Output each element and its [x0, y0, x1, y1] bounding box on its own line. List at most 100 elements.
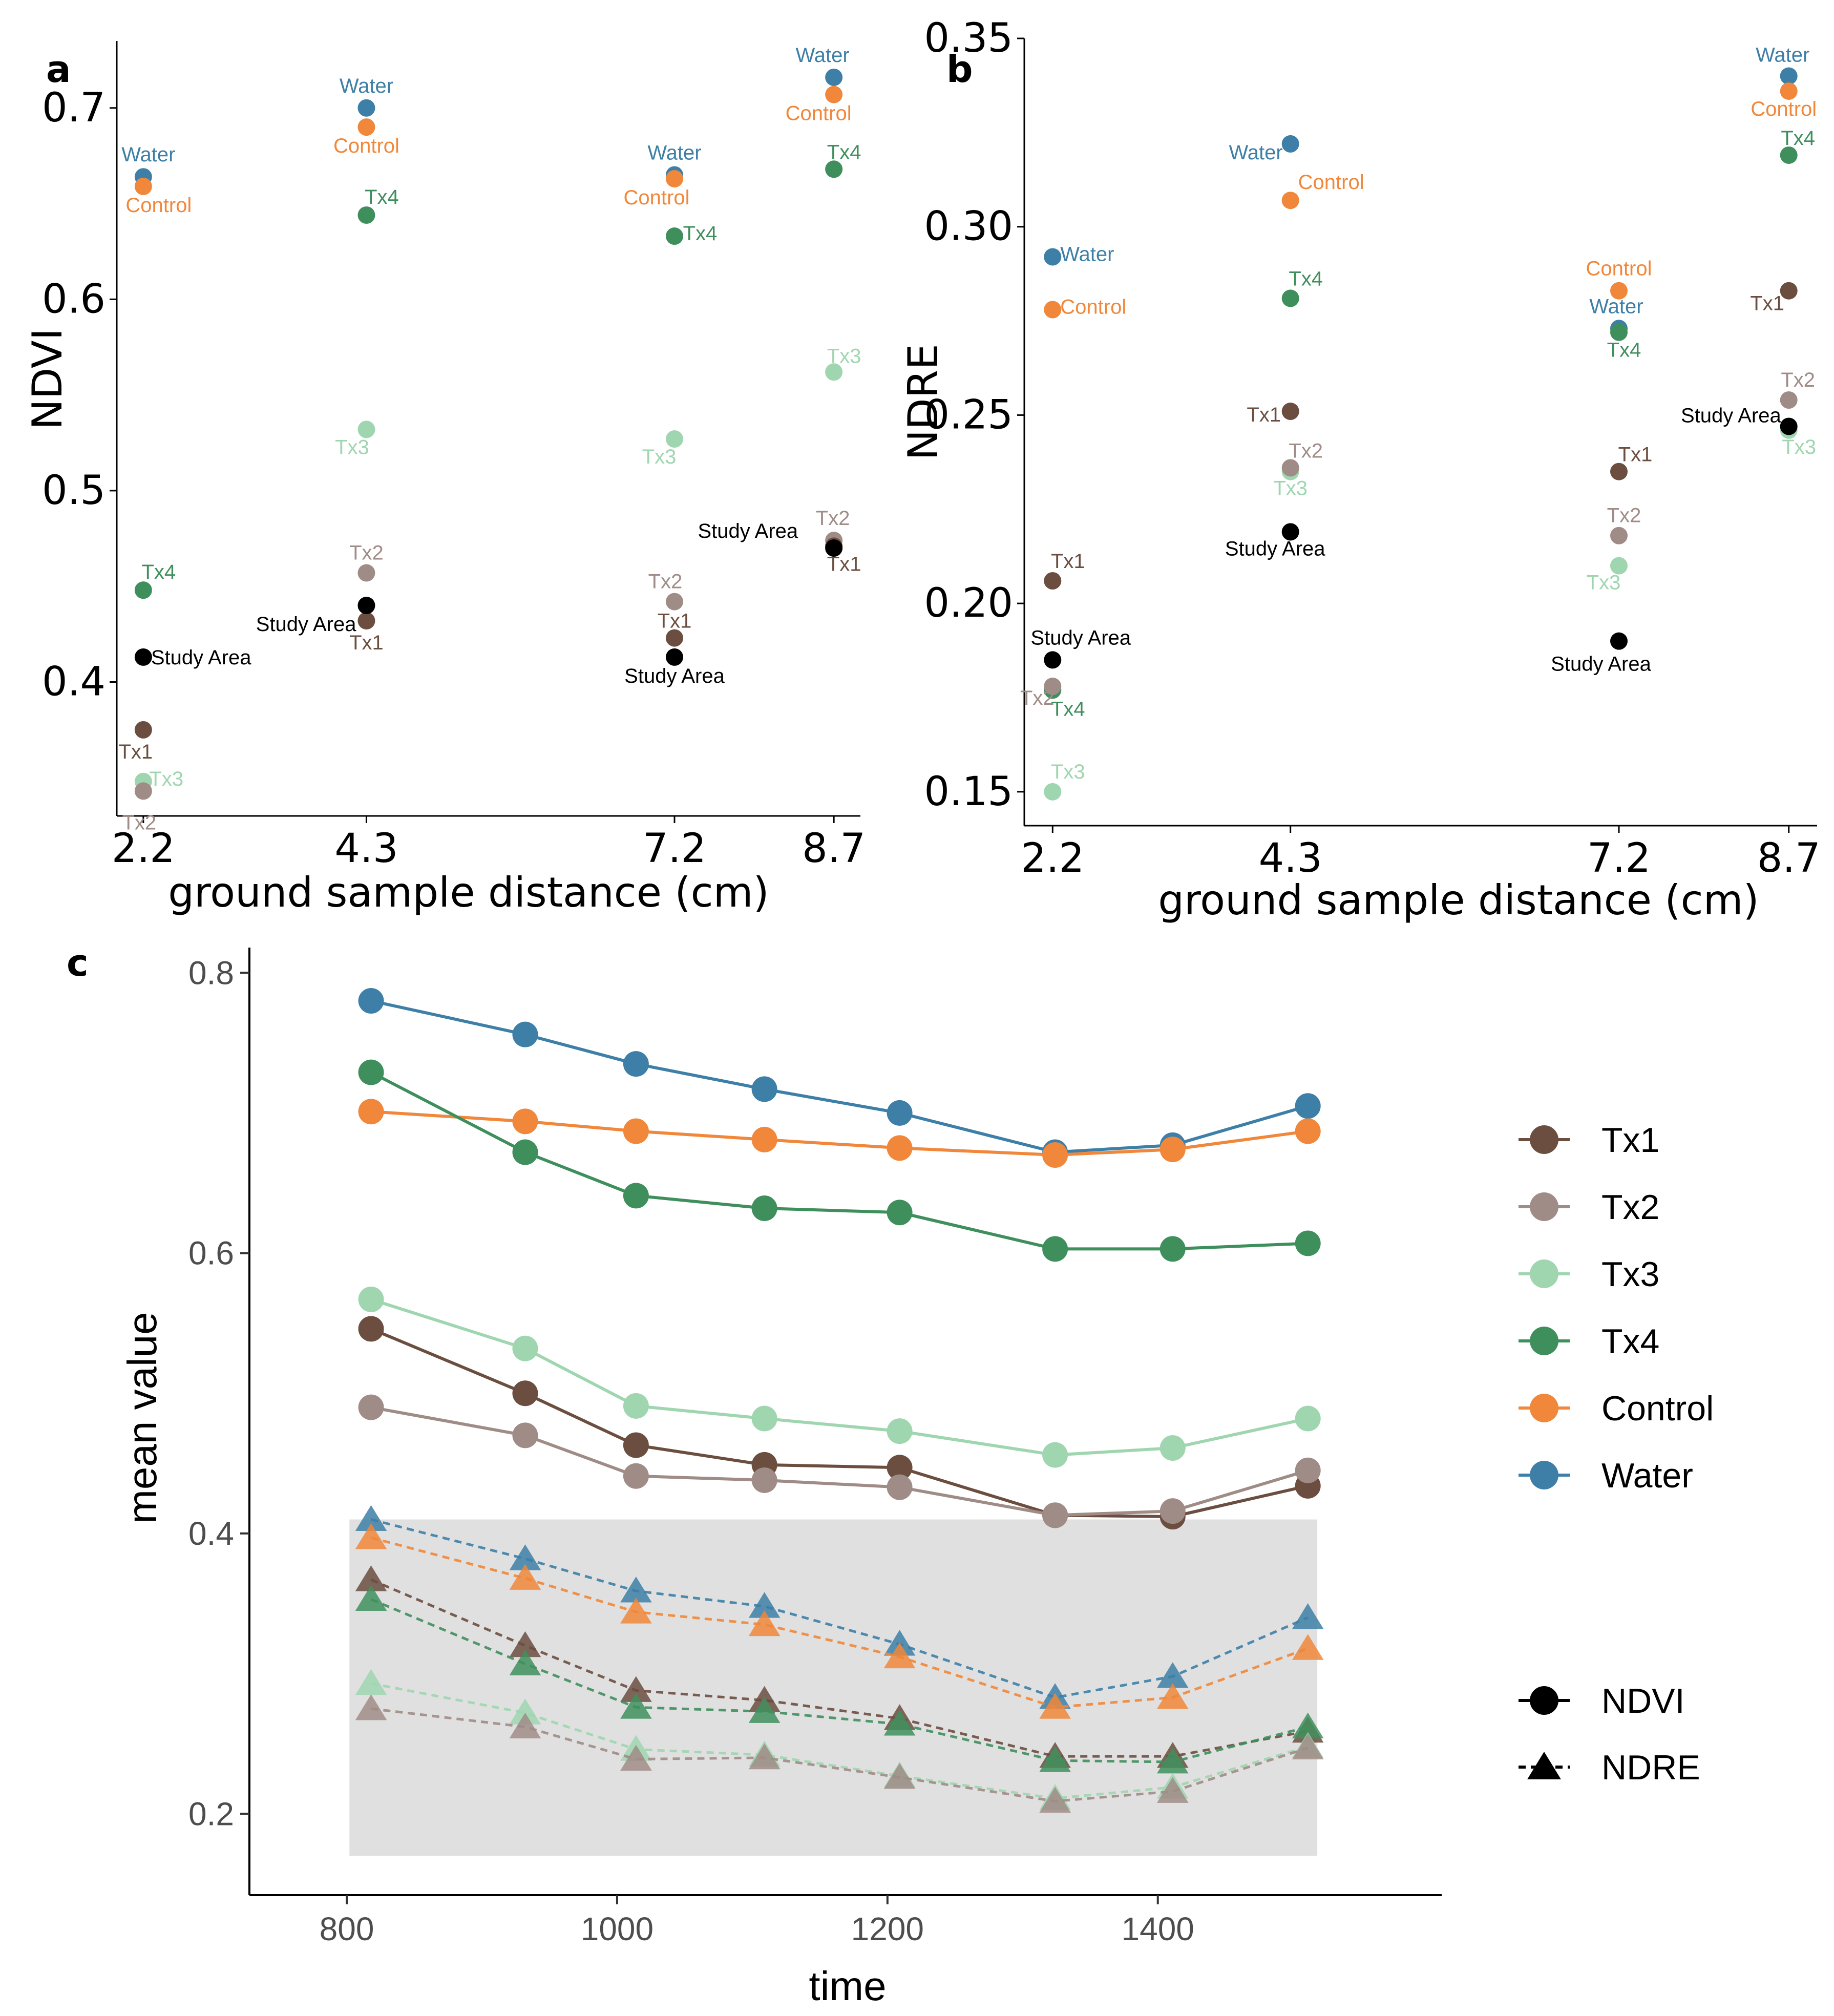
point-water: [825, 68, 843, 86]
point-label-tx2: Tx2: [648, 571, 683, 593]
ndvi-point-tx3: [358, 1286, 384, 1312]
point-label-control: Control: [1298, 171, 1364, 194]
point-tx2: [1281, 459, 1299, 477]
series-line-tx2-ndre: [371, 1707, 1309, 1803]
y-tick-label: 0.20: [924, 580, 1013, 626]
point-label-tx2: Tx2: [1781, 369, 1815, 391]
ndre-point-tx2: [1156, 1777, 1189, 1803]
legend-item-tx2: Tx2: [1519, 1188, 1659, 1227]
point-label-tx1: Tx1: [1750, 292, 1784, 315]
panel-c-y-axis-title: mean value: [119, 1312, 165, 1524]
ndre-point-control: [355, 1523, 387, 1549]
ndre-shaded-region: [349, 1519, 1318, 1856]
ndvi-point-water: [751, 1076, 777, 1102]
ndvi-point-tx2: [623, 1463, 649, 1489]
point-label-control: Control: [624, 186, 690, 209]
ndre-point-tx4: [355, 1585, 387, 1611]
ndre-point-water: [1292, 1603, 1324, 1629]
point-control: [825, 86, 843, 103]
legend-swatch-marker: [1530, 1327, 1558, 1355]
point-study-area: [1610, 632, 1628, 650]
panel-a-letter: a: [46, 48, 71, 91]
legend-label: NDVI: [1601, 1682, 1684, 1720]
point-control: [1281, 192, 1299, 209]
ndvi-point-tx1: [512, 1380, 538, 1406]
point-tx2: [1610, 527, 1628, 544]
point-label-control: Control: [786, 102, 852, 125]
point-tx4: [825, 160, 843, 178]
ndvi-point-tx4: [512, 1139, 538, 1165]
ndre-point-control: [1039, 1693, 1071, 1719]
ndvi-point-tx3: [1042, 1442, 1068, 1468]
point-tx3: [1044, 783, 1062, 801]
ndvi-point-control: [512, 1108, 538, 1135]
ndvi-point-tx3: [1160, 1435, 1186, 1461]
series-line-tx4-ndvi: [370, 1070, 1308, 1251]
ndvi-point-tx1: [887, 1455, 913, 1481]
legend-item-tx1: Tx1: [1519, 1121, 1659, 1160]
point-label-study-area: Study Area: [256, 613, 356, 636]
legend-item-ndvi: NDVI: [1519, 1682, 1684, 1720]
panel-b-axes: 2.2 4.3 7.2 8.7 0.15 0.20 0.25 0.30 0.35: [924, 15, 1820, 881]
y-tick-label: 0.30: [924, 204, 1013, 250]
point-label-tx2: Tx2: [122, 811, 157, 834]
ndvi-point-tx4: [623, 1183, 649, 1209]
ndre-point-tx4: [1156, 1748, 1189, 1774]
x-tick-label: 800: [320, 1910, 374, 1947]
legend-label: Water: [1601, 1456, 1693, 1495]
point-control: [1610, 282, 1628, 300]
panel-a-y-axis-title: NDVI: [24, 328, 71, 430]
ndre-point-control: [509, 1564, 541, 1590]
x-tick-label: 1000: [581, 1910, 654, 1947]
point-study-area: [134, 648, 152, 666]
point-label-tx4: Tx4: [1781, 127, 1815, 150]
ndvi-point-water: [1295, 1093, 1321, 1119]
ndre-point-tx1: [620, 1676, 652, 1702]
point-label-tx1: Tx1: [1247, 404, 1281, 426]
series-line-tx3-ndre: [371, 1682, 1309, 1800]
point-study-area: [1281, 523, 1299, 541]
point-label-tx4: Tx4: [683, 222, 718, 245]
point-label-water: Water: [796, 44, 850, 67]
series-line-tx1-ndvi: [370, 1327, 1309, 1519]
ndre-point-tx1: [509, 1631, 541, 1657]
point-tx4: [134, 581, 152, 599]
ndvi-point-water: [887, 1100, 913, 1126]
point-tx4: [1610, 323, 1628, 341]
point-label-study-area: Study Area: [1225, 537, 1325, 560]
ndvi-point-tx2: [887, 1474, 913, 1500]
point-label-study-area: Study Area: [624, 665, 725, 687]
y-tick-label: 0.35: [924, 15, 1013, 61]
ndvi-point-tx2: [751, 1467, 777, 1493]
x-tick-label: 1400: [1122, 1910, 1194, 1947]
point-tx2: [357, 564, 375, 582]
point-label-tx3: Tx3: [642, 446, 677, 468]
ndvi-point-tx2: [1160, 1498, 1186, 1524]
point-tx3: [357, 421, 375, 438]
point-label-tx3: Tx3: [150, 768, 184, 790]
series-control-ndre: [355, 1523, 1324, 1719]
ndvi-point-tx3: [512, 1335, 538, 1361]
point-label-tx4: Tx4: [827, 141, 861, 163]
ndre-point-water: [355, 1505, 387, 1531]
y-tick-label: 0.4: [188, 1515, 234, 1552]
point-tx2: [666, 593, 683, 611]
point-label-tx2: Tx2: [1020, 687, 1055, 709]
x-tick-label: 7.2: [1587, 835, 1651, 881]
legend-swatch-marker: [1530, 1125, 1558, 1154]
point-label-tx2: Tx2: [349, 542, 384, 564]
ndre-point-control: [883, 1642, 916, 1669]
point-label-water: Water: [1756, 44, 1809, 67]
point-tx1: [357, 612, 375, 629]
series-line-tx2-ndvi: [371, 1405, 1309, 1517]
point-water: [1780, 67, 1798, 85]
point-study-area: [1044, 651, 1062, 669]
point-label-tx1: Tx1: [119, 741, 153, 763]
y-tick-label: 0.7: [42, 85, 106, 131]
legend-item-tx4: Tx4: [1519, 1322, 1659, 1361]
series-tx4-ndre: [355, 1585, 1324, 1774]
ndre-point-tx4: [1292, 1712, 1324, 1738]
legend-label: Tx1: [1601, 1121, 1659, 1160]
ndre-point-tx4: [748, 1697, 781, 1723]
ndre-point-tx2: [509, 1712, 541, 1738]
